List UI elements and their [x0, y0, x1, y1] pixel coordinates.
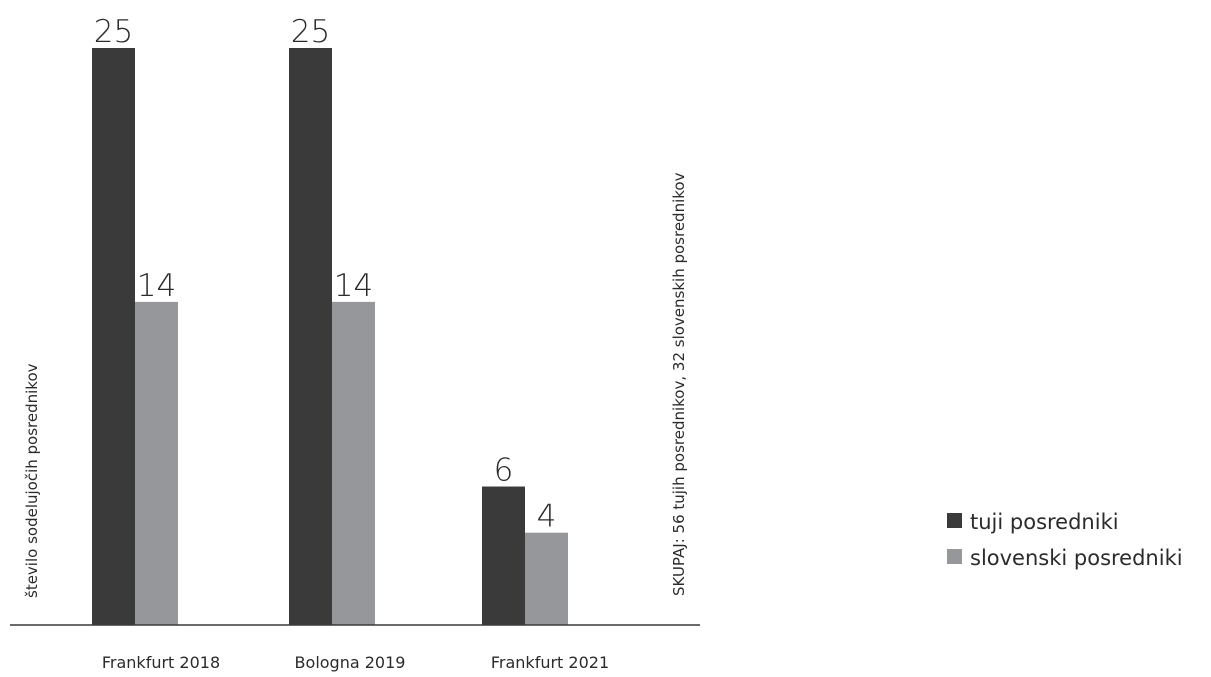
value-label-slovenski-posredniki-bologna-2019: 14 — [334, 268, 373, 304]
category-label-frankfurt-2018: Frankfurt 2018 — [102, 653, 220, 672]
legend-swatch-tuji-posredniki — [947, 513, 962, 528]
value-label-slovenski-posredniki-frankfurt-2018: 14 — [137, 268, 176, 304]
legend-label-slovenski-posredniki: slovenski posredniki — [970, 546, 1183, 570]
total-annotation: SKUPAJ: 56 tujih posrednikov, 32 slovens… — [670, 172, 688, 596]
bar-tuji-posredniki-frankfurt-2021 — [482, 486, 525, 625]
bar-slovenski-posredniki-frankfurt-2018 — [135, 301, 178, 625]
value-label-tuji-posredniki-frankfurt-2021: 6 — [494, 453, 514, 489]
bar-tuji-posredniki-bologna-2019 — [289, 48, 332, 625]
legend-swatch-slovenski-posredniki — [947, 549, 962, 564]
legend: tuji posredniki slovenski posredniki — [947, 510, 1183, 570]
category-labels-layer: Frankfurt 2018 Bologna 2019 Frankfurt 2021 — [102, 653, 609, 672]
bars-layer — [92, 48, 568, 625]
category-label-bologna-2019: Bologna 2019 — [295, 653, 406, 672]
bar-slovenski-posredniki-bologna-2019 — [332, 301, 375, 625]
bar-tuji-posredniki-frankfurt-2018 — [92, 48, 135, 625]
value-label-tuji-posredniki-bologna-2019: 25 — [291, 14, 330, 50]
legend-label-tuji-posredniki: tuji posredniki — [970, 510, 1119, 534]
category-label-frankfurt-2021: Frankfurt 2021 — [491, 653, 609, 672]
value-label-slovenski-posredniki-frankfurt-2021: 4 — [537, 499, 557, 535]
value-label-tuji-posredniki-frankfurt-2018: 25 — [94, 14, 133, 50]
value-labels-layer: 25 14 25 14 64 — [94, 14, 557, 535]
bar-slovenski-posredniki-frankfurt-2021 — [525, 532, 568, 625]
y-axis-label: število sodelujočih posrednikov — [23, 363, 41, 598]
